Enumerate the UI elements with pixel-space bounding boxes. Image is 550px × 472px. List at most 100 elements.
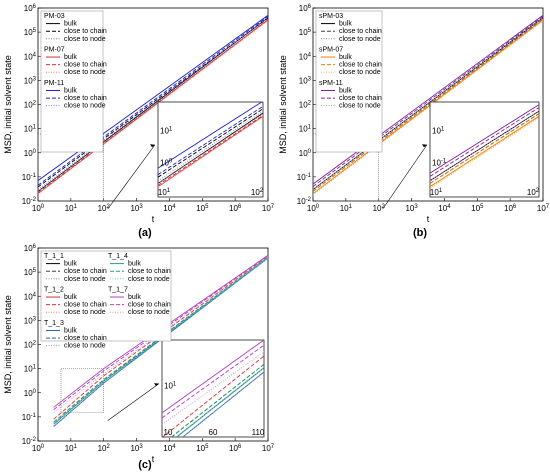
- panel-label: (c): [138, 459, 152, 471]
- x-tick-label: 102: [98, 444, 111, 453]
- series-line: [38, 16, 268, 186]
- inset-x-tick-label: 102: [251, 188, 264, 197]
- legend-group-title: T_1_3: [44, 320, 64, 327]
- legend-entry: close to node: [339, 103, 381, 110]
- inset-series-line: [430, 104, 539, 174]
- legend-entry: close to chain: [339, 95, 382, 102]
- y-tick-label: 10-2: [297, 197, 312, 206]
- series-line: [38, 17, 268, 190]
- x-tick-label: 100: [32, 444, 45, 453]
- legend-box: [40, 10, 104, 153]
- legend-entry: bulk: [339, 21, 352, 28]
- y-axis-label: MSD, initial solvent state: [3, 295, 13, 394]
- y-tick-label: 10-1: [297, 173, 312, 182]
- y-tick-label: 106: [299, 4, 312, 13]
- x-tick-label: 103: [130, 444, 143, 453]
- inset-series-line: [162, 351, 264, 425]
- legend-entry: close to chain: [128, 268, 171, 275]
- inset-plot: [161, 339, 265, 438]
- inset-series-group: [158, 102, 263, 188]
- x-tick-label: 107: [262, 444, 275, 453]
- legend-entry: bulk: [64, 261, 77, 268]
- chart-panel-b: 100 101 102 103 104 105 106 107 10-2 10-1 100 101 10…: [278, 4, 550, 239]
- x-tick-label: 100: [307, 204, 320, 213]
- series-line: [38, 20, 268, 195]
- legend-entry: close to chain: [339, 28, 382, 35]
- inset-x-tick-label: 101: [158, 188, 171, 197]
- series-line: [53, 257, 268, 425]
- y-axis-label: MSD, initial solvent state: [3, 55, 13, 154]
- legend-entry: bulk: [64, 54, 77, 61]
- series-line: [313, 19, 543, 195]
- y-tick-label: 103: [24, 76, 37, 85]
- inset-series-line: [158, 102, 263, 169]
- legend-group-title: PM-07: [44, 46, 65, 53]
- panel-label: (a): [138, 227, 152, 239]
- x-tick-label: 105: [196, 444, 209, 453]
- inset-series-line: [158, 105, 263, 176]
- series-line: [38, 14, 268, 181]
- inset-series-line: [158, 116, 263, 188]
- y-tick-label: 103: [24, 316, 37, 325]
- inset-series-line: [158, 108, 263, 178]
- inset-series-line: [430, 107, 539, 177]
- legend-entry: close to chain: [64, 28, 107, 35]
- y-tick-label: 106: [24, 4, 37, 13]
- zoom-arrowhead: [150, 144, 155, 148]
- series-line: [313, 20, 543, 196]
- y-tick-label: 104: [299, 52, 312, 61]
- inset-y-tick-label: 101: [164, 382, 177, 391]
- x-tick-label: 107: [537, 204, 550, 213]
- y-tick-label: 100: [24, 149, 37, 158]
- legend-entry: close to node: [64, 309, 106, 316]
- x-tick-label: 104: [163, 444, 176, 453]
- y-tick-label: 106: [24, 244, 37, 253]
- x-tick-label: 103: [405, 204, 418, 213]
- x-tick-label: 100: [32, 204, 45, 213]
- legend-entry: close to chain: [64, 335, 107, 342]
- inset-y-tick-label: 101: [432, 127, 445, 136]
- inset-plot: [429, 101, 540, 198]
- y-tick-label: 101: [24, 125, 37, 134]
- y-tick-label: 104: [24, 52, 37, 61]
- inset-series-group: [162, 340, 264, 437]
- y-tick-label: 10-1: [22, 173, 37, 182]
- legend-entry: close to chain: [339, 62, 382, 69]
- legend-entry: close to node: [339, 36, 381, 43]
- legend-entry: bulk: [339, 87, 352, 94]
- y-tick-label: 105: [24, 268, 37, 277]
- x-tick-label: 105: [196, 204, 209, 213]
- legend-group-title: PM-11: [44, 80, 64, 87]
- legend-entry: close to chain: [128, 302, 171, 309]
- legend-entry: close to node: [128, 309, 170, 316]
- inset-y-tick-label: 100: [160, 158, 173, 167]
- series-line: [38, 17, 268, 188]
- y-tick-label: 105: [24, 28, 37, 37]
- series-line: [53, 255, 268, 410]
- legend-group-title: T_1_1: [44, 253, 64, 260]
- inset-y-tick-label: 10-1: [432, 158, 447, 167]
- legend-group-title: sPM-03: [319, 13, 343, 20]
- inset-series-line: [162, 355, 264, 437]
- y-tick-label: 102: [24, 341, 37, 350]
- x-tick-label: 101: [65, 204, 78, 213]
- inset-series-line: [158, 114, 263, 186]
- legend-box: [315, 10, 383, 153]
- legend-group-title: PM-03: [44, 13, 65, 20]
- legend-group-title: T_1_2: [44, 286, 64, 293]
- inset-y-tick-label: 101: [160, 127, 173, 136]
- series-line: [53, 257, 268, 427]
- inset-x-tick-label: 110: [252, 428, 265, 437]
- series-line: [38, 19, 268, 192]
- legend-entry: bulk: [64, 327, 77, 334]
- legend-entry: close to node: [64, 103, 106, 110]
- y-tick-label: 104: [24, 292, 37, 301]
- legend-entry: close to chain: [64, 268, 107, 275]
- inset-series-line: [162, 344, 264, 419]
- inset-series-line: [430, 117, 539, 189]
- series-line: [313, 14, 543, 185]
- y-axis-label: MSD, initial solvent state: [278, 55, 288, 154]
- legend-group-title: sPM-07: [319, 46, 343, 53]
- y-tick-label: 102: [299, 101, 312, 110]
- legend-entry: bulk: [128, 294, 141, 301]
